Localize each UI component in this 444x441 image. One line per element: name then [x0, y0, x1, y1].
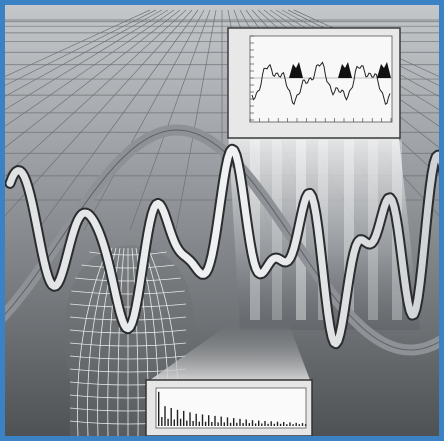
bottom-plot-bar: [239, 418, 241, 426]
light-beam-top: [228, 130, 420, 330]
bottom-plot-bar: [164, 406, 166, 426]
grid-line: [5, 9, 151, 77]
bottom-plot-bar: [189, 412, 191, 426]
top-plot-panel: [227, 27, 401, 139]
bottom-plot-bar: [217, 422, 219, 426]
waveform: [6, 145, 439, 348]
bottom-plot-bar: [208, 415, 210, 426]
bottom-plot-bar: [236, 422, 238, 426]
bottom-plot-bar: [251, 420, 254, 426]
bottom-plot-bar: [186, 420, 188, 426]
bottom-plot-bar: [226, 417, 229, 426]
bottom-plot-bar: [204, 421, 207, 426]
bottom-plot-bar: [233, 418, 235, 426]
bottom-plot-bar: [198, 421, 200, 426]
head-mesh-line: [117, 247, 125, 436]
bottom-plot-bar: [289, 422, 291, 426]
bottom-plot-bar: [283, 422, 285, 426]
grid-line: [5, 9, 157, 86]
grid-line: [5, 9, 163, 97]
beam-streak: [344, 140, 354, 320]
beam-streak: [272, 140, 282, 320]
bottom-plot-bar: [276, 421, 279, 426]
top-plot-peak: [289, 62, 303, 78]
grid-line: [5, 9, 175, 127]
bottom-plot-bar: [267, 423, 269, 426]
top-plot-area: [249, 35, 393, 123]
top-plot-ticks: [249, 35, 392, 122]
bottom-plot-bar: [176, 409, 179, 426]
top-plot-peak: [377, 62, 391, 78]
bottom-plot-bar: [292, 424, 294, 426]
grid-line: [129, 9, 211, 231]
bottom-plot-bar: [301, 423, 304, 426]
top-plot-peak: [338, 62, 352, 78]
bottom-plot-bar: [220, 416, 222, 426]
grid-line: [5, 9, 181, 148]
bottom-plot-bar: [258, 420, 260, 426]
bottom-plot-bar: [298, 424, 300, 426]
bottom-plot-bar: [183, 410, 185, 426]
bottom-plot-bar: [229, 422, 232, 426]
bottom-plot-bar: [261, 423, 263, 426]
bottom-plot-bar: [173, 419, 175, 426]
head-mesh-line: [107, 247, 121, 436]
bottom-plot-bar: [304, 424, 307, 426]
grid-line: [37, 9, 199, 231]
grid-line: [5, 9, 169, 111]
bottom-plot-bar: [214, 415, 216, 426]
top-plot-peaks: [289, 62, 391, 78]
head-mesh-line: [131, 247, 139, 436]
bottom-plot-bar: [201, 414, 204, 426]
bottom-plot-bar: [245, 419, 247, 426]
bottom-plot-bar: [270, 421, 272, 426]
bottom-plot-bar: [248, 423, 250, 426]
bottom-plot-bar: [286, 424, 288, 426]
bottom-plot-bar: [211, 422, 213, 426]
bottom-plot-bar: [295, 422, 297, 426]
grid-line: [5, 9, 187, 177]
bottom-plot-bar: [170, 408, 172, 426]
bottom-plot-bar: [273, 423, 275, 426]
beam-streak: [250, 140, 260, 320]
bottom-plot-bar: [242, 423, 244, 426]
bottom-plot-bar: [264, 421, 266, 426]
bottom-plot-bar: [161, 417, 163, 426]
bottom-plot-bar: [279, 423, 282, 426]
head-mesh-line: [76, 247, 109, 436]
bottom-plot-bar: [192, 421, 194, 426]
light-beam-bottom: [150, 322, 310, 380]
bottom-plot-panel: [145, 379, 313, 436]
bottom-plot-bar: [158, 391, 160, 426]
bottom-plot-bar: [167, 418, 169, 426]
grid-line: [175, 9, 217, 231]
bottom-plot-bar: [179, 418, 182, 426]
top-plot-curve: [251, 61, 391, 106]
bottom-plot-bar: [223, 422, 225, 426]
bottom-plot-bar: [195, 413, 197, 426]
bottom-plot-bar: [254, 423, 257, 426]
grid-line: [83, 9, 205, 231]
bottom-plot-bars: [158, 391, 307, 426]
